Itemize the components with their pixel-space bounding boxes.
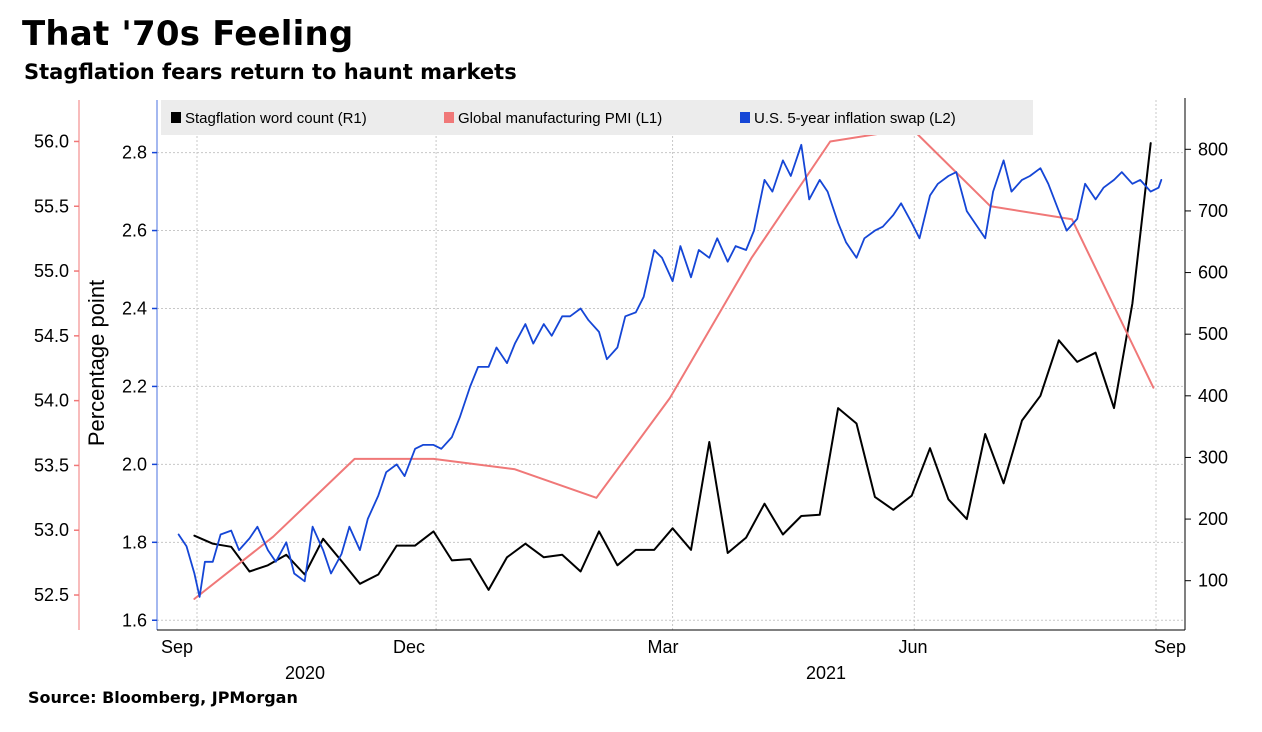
legend-item-inflation-swap-label: U.S. 5-year inflation swap (L2) [754,110,956,127]
chart-subtitle: Stagflation fears return to haunt market… [24,60,517,84]
l2-tick-label: 2.6 [122,221,147,241]
x-tick-label: Mar [648,637,679,657]
legend-background [161,100,1033,135]
r1-tick-label: 800 [1198,139,1228,159]
grid [157,100,1185,630]
x-tick-label: Sep [161,637,193,657]
x-tick-label: Sep [1154,637,1186,657]
l2-tick-label: 2.8 [122,143,147,163]
y-axis-label: Percentage point [84,280,109,446]
l1-tick-label: 56.0 [34,131,69,151]
x-tick-label: Dec [393,637,425,657]
chart-title: That '70s Feeling [22,14,354,54]
l1-tick-label: 55.0 [34,261,69,281]
l1-tick-label: 52.5 [34,585,69,605]
x-tick-label: Jun [898,637,927,657]
r1-tick-label: 400 [1198,386,1228,406]
l2-tick-label: 1.8 [122,532,147,552]
source-note: Source: Bloomberg, JPMorgan [28,688,298,707]
l2-tick-label: 2.4 [122,298,147,318]
l1-tick-label: 55.5 [34,196,69,216]
l1-tick-label: 53.0 [34,520,69,540]
r1-tick-label: 300 [1198,447,1228,467]
legend-item-inflation-swap-swatch [740,112,750,123]
word-count-line [193,142,1152,591]
x-year-label: 2020 [285,663,325,683]
l2-tick-label: 2.2 [122,376,147,396]
legend-item-word-count-swatch [171,112,181,123]
series [177,127,1163,600]
legend-item-word-count-label: Stagflation word count (R1) [185,110,367,127]
x-year-label: 2021 [806,663,846,683]
l2-tick-label: 2.0 [122,454,147,474]
r1-tick-label: 500 [1198,324,1228,344]
axis-ticks: 52.5 53.0 53.5 54.0 54.5 55.0 55.5 56.0 1.6 1.8 2.… [34,131,1228,683]
legend-item-pmi-label: Global manufacturing PMI (L1) [458,110,662,127]
l1-tick-label: 54.5 [34,326,69,346]
r1-tick-label: 200 [1198,509,1228,529]
l1-tick-label: 53.5 [34,455,69,475]
r1-tick-label: 700 [1198,201,1228,221]
legend: Stagflation word count (R1) Global manufa… [161,100,1033,135]
r1-tick-label: 100 [1198,571,1228,591]
l1-tick-label: 54.0 [34,391,69,411]
l2-tick-label: 1.6 [122,610,147,630]
legend-item-pmi-swatch [444,112,454,123]
r1-tick-label: 600 [1198,263,1228,283]
inflation-swap-line [177,143,1163,598]
axes [78,98,1186,631]
